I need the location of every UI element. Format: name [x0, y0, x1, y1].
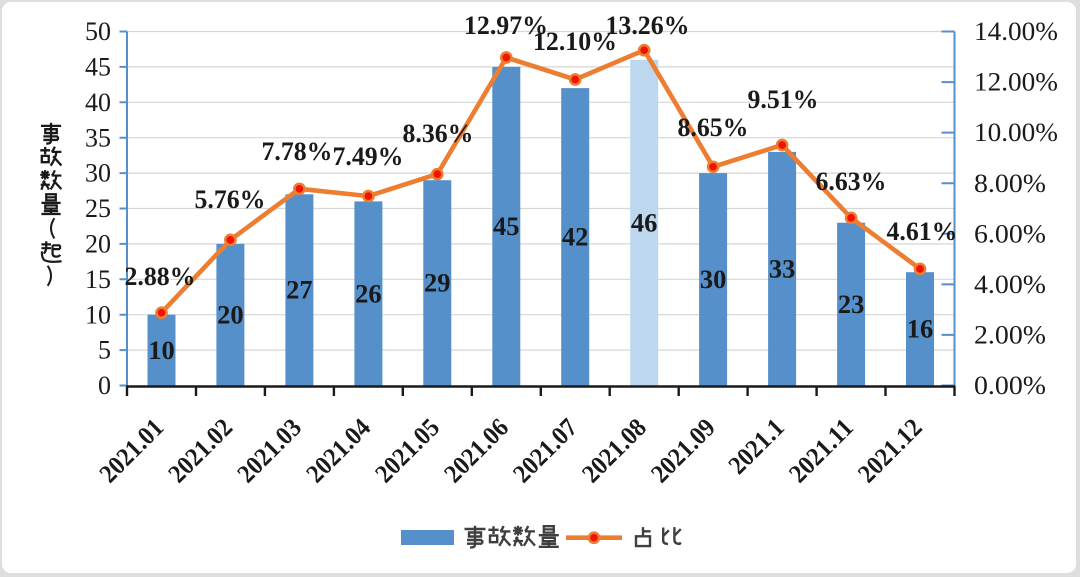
svg-text:0: 0	[98, 371, 111, 400]
svg-text:12.10%: 12.10%	[533, 27, 617, 56]
svg-text:45: 45	[493, 212, 520, 241]
svg-text:9.51%: 9.51%	[748, 85, 819, 114]
svg-text:0.00%: 0.00%	[974, 371, 1046, 400]
svg-text:50: 50	[85, 17, 111, 46]
svg-text:25: 25	[85, 194, 111, 223]
svg-text:35: 35	[85, 123, 111, 152]
svg-text:30: 30	[700, 265, 727, 294]
svg-text:42: 42	[562, 223, 589, 252]
svg-text:45: 45	[85, 53, 111, 82]
svg-text:10: 10	[148, 336, 175, 365]
svg-text:6.63%: 6.63%	[816, 167, 887, 196]
svg-text:10.00%: 10.00%	[974, 118, 1058, 147]
svg-text:12.97%: 12.97%	[464, 11, 548, 40]
svg-text:4.61%: 4.61%	[887, 217, 958, 246]
svg-text:29: 29	[424, 269, 451, 298]
svg-text:2.00%: 2.00%	[974, 321, 1046, 350]
svg-text:23: 23	[838, 290, 865, 319]
svg-text:8.00%: 8.00%	[974, 169, 1046, 198]
svg-text:10: 10	[85, 300, 111, 329]
svg-text:5.76%: 5.76%	[195, 185, 266, 214]
svg-text:15: 15	[85, 265, 111, 294]
svg-text:14.00%: 14.00%	[974, 17, 1058, 46]
svg-text:13.26%: 13.26%	[606, 11, 690, 40]
svg-text:40: 40	[85, 88, 111, 117]
svg-text:7.49%: 7.49%	[333, 142, 404, 171]
svg-text:8.36%: 8.36%	[403, 119, 474, 148]
svg-text:4.00%: 4.00%	[974, 270, 1046, 299]
svg-text:5: 5	[98, 336, 111, 365]
svg-text:12.00%: 12.00%	[974, 68, 1058, 97]
svg-text:7.78%: 7.78%	[262, 137, 333, 166]
svg-text:20: 20	[85, 230, 111, 259]
svg-text:46: 46	[631, 209, 658, 238]
svg-text:8.65%: 8.65%	[678, 113, 749, 142]
svg-text:27: 27	[286, 276, 313, 305]
svg-text:33: 33	[769, 255, 796, 284]
svg-text:2.88%: 2.88%	[125, 262, 196, 291]
svg-text:6.00%: 6.00%	[974, 219, 1046, 248]
svg-text:20: 20	[217, 301, 244, 330]
svg-text:30: 30	[85, 159, 111, 188]
svg-text:26: 26	[355, 279, 382, 308]
svg-text:16: 16	[907, 315, 934, 344]
